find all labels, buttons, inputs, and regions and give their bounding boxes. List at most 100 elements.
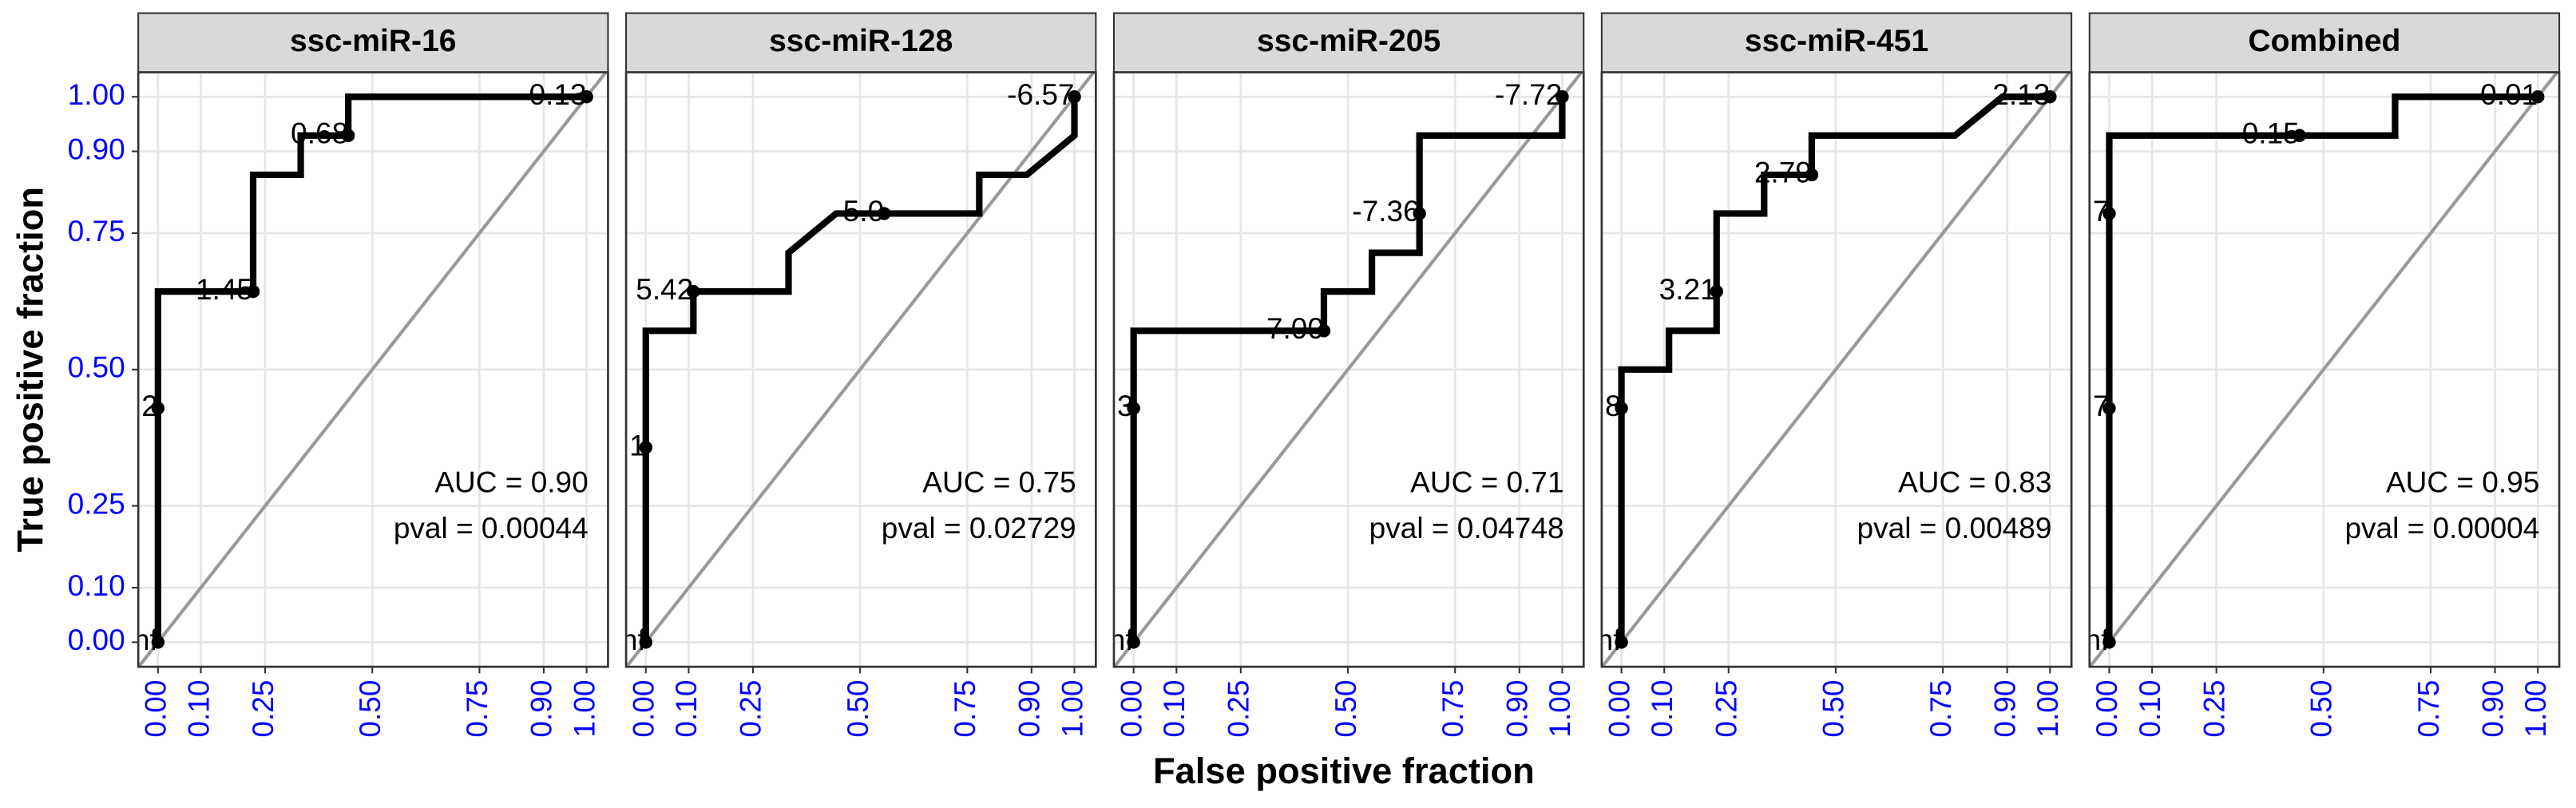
cutoff-label: 3 <box>1117 389 1134 422</box>
x-tick-label: 0.00 <box>2090 680 2123 738</box>
y-tick-label: 0.25 <box>68 486 125 520</box>
x-tick-label: 1.00 <box>1543 680 1576 738</box>
x-tick-label: 0.00 <box>1602 680 1635 738</box>
reference-line <box>2089 72 2559 667</box>
x-tick-label: 0.75 <box>1436 680 1469 738</box>
y-tick-label: 0.00 <box>68 623 125 656</box>
strip <box>1112 12 1585 73</box>
panel-border <box>1600 71 2073 668</box>
cutoff-point <box>151 402 165 415</box>
cutoff-label: -7.36 <box>1352 194 1419 228</box>
cutoff-point <box>2102 207 2116 220</box>
x-tick-label: 0.75 <box>2412 680 2445 738</box>
x-tick-label: 0.90 <box>1500 680 1534 738</box>
cutoff-point <box>151 636 165 649</box>
cutoff-label: 8 <box>1605 389 1622 422</box>
plot-area: nf 8 3.21 2.79 2.13 <box>1601 72 2072 667</box>
panel-border <box>137 71 609 668</box>
x-axis-label: False positive fraction <box>1153 751 1535 791</box>
x-tick-label: 0.00 <box>1114 680 1147 738</box>
panel-border <box>2088 71 2561 668</box>
annotation: pval = 0.02729 <box>882 511 1076 545</box>
y-tick-label: 0.90 <box>68 132 125 165</box>
cutoff-label: -7.00 <box>1257 311 1324 345</box>
cutoff-label: 0.68 <box>291 117 348 150</box>
x-tick-label: 0.00 <box>139 680 172 738</box>
strip <box>2088 12 2561 73</box>
roc-curve <box>2106 93 2538 643</box>
panel: ssc-miR-451 0.00 0.10 0.25 0.50 0.75 0.90 1.00 n… <box>1600 12 2073 738</box>
x-tick-label: 0.25 <box>1710 680 1743 738</box>
y-tick-label: 0.10 <box>68 568 125 602</box>
panel: ssc-miR-16 0.00 0.10 0.25 0.50 0.75 0.90 1.00 0.… <box>68 12 609 738</box>
x-tick-label: 0.10 <box>2133 680 2166 738</box>
roc-curve <box>642 97 1078 643</box>
cutoff-label: 0.01 <box>2480 77 2538 111</box>
cutoff-point <box>1127 402 1140 415</box>
x-tick-label: 0.90 <box>2475 680 2509 738</box>
annotation: pval = 0.00004 <box>2344 511 2539 545</box>
panel: ssc-miR-128 0.00 0.10 0.25 0.50 0.75 0.90 1.00 n… <box>621 12 1097 738</box>
reference-line <box>1113 72 1584 667</box>
y-tick-label: 1.00 <box>68 77 125 111</box>
x-tick-label: 0.75 <box>460 680 493 738</box>
cutoff-label: 1 <box>629 428 646 461</box>
cutoff-point <box>877 207 891 220</box>
annotation: pval = 0.04748 <box>1369 511 1564 545</box>
cutoff-point <box>2102 636 2116 649</box>
cutoff-label: 5.42 <box>636 272 693 306</box>
x-tick-label: 0.25 <box>2197 680 2230 738</box>
cutoff-label: 0.15 <box>2242 117 2300 150</box>
x-tick-label: 0.25 <box>246 680 279 738</box>
panel: Combined 0.00 0.10 0.25 0.50 0.75 0.90 1.00 nf 7 7… <box>2085 12 2561 738</box>
plot-area: nf 3 -7.00 -7.36 -7.72 <box>1113 72 1584 667</box>
x-tick-label: 0.10 <box>669 680 703 738</box>
x-tick-label: 0.90 <box>525 680 558 738</box>
reference-line <box>1601 72 2072 667</box>
roc-curve <box>1618 93 2051 643</box>
roc-curve <box>1130 97 1566 643</box>
reference-line <box>626 72 1096 667</box>
panel-title: ssc-miR-128 <box>769 24 953 58</box>
panel-title: ssc-miR-205 <box>1257 24 1441 58</box>
annotation: AUC = 0.95 <box>2386 465 2539 499</box>
cutoff-point <box>1068 90 1081 104</box>
reference-line <box>138 72 608 667</box>
y-axis-label: True positive fraction <box>10 187 50 553</box>
x-tick-label: 0.50 <box>2305 680 2338 738</box>
strip <box>137 12 609 73</box>
cutoff-label: nf <box>2085 623 2110 656</box>
cutoff-point <box>1413 207 1426 220</box>
roc-curve <box>154 93 587 643</box>
cutoff-point <box>1615 402 1628 415</box>
x-tick-label: 0.10 <box>1157 680 1191 738</box>
annotation: pval = 0.00489 <box>1857 511 2052 545</box>
cutoff-label: nf <box>621 623 647 656</box>
cutoff-point <box>341 129 355 142</box>
cutoff-label: 7 <box>2093 194 2110 228</box>
cutoff-point <box>1556 90 1569 104</box>
x-tick-label: 0.75 <box>948 680 981 738</box>
x-tick-label: 0.50 <box>1329 680 1362 738</box>
strip <box>1600 12 2073 73</box>
x-tick-label: 0.25 <box>1222 680 1255 738</box>
annotation: AUC = 0.71 <box>1410 465 1563 499</box>
x-tick-label: 0.50 <box>353 680 386 738</box>
x-tick-label: 1.00 <box>2031 680 2064 738</box>
cutoff-label: -6.57 <box>1007 77 1074 111</box>
x-tick-label: 0.00 <box>627 680 660 738</box>
x-tick-label: 0.25 <box>734 680 767 738</box>
x-tick-label: 0.50 <box>1817 680 1850 738</box>
panel-border <box>624 71 1097 668</box>
x-tick-label: 1.00 <box>567 680 600 738</box>
cutoff-point <box>2043 90 2057 104</box>
cutoff-label: 3.21 <box>1659 272 1717 306</box>
x-tick-label: 1.00 <box>2519 680 2552 738</box>
cutoff-point <box>1127 636 1140 649</box>
plot-area: nf 7 7 0.15 0.01 <box>2085 72 2559 667</box>
plot-area: nf 2 1.45 0.68 0.13 <box>138 72 608 667</box>
cutoff-point <box>687 284 700 299</box>
cutoff-label: 2.79 <box>1754 156 1812 189</box>
x-tick-label: 1.00 <box>1055 680 1088 738</box>
panel-title: Combined <box>2248 24 2400 58</box>
